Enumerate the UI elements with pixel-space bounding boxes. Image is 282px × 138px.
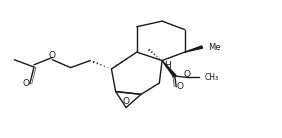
Text: CH₃: CH₃ [204, 73, 219, 82]
Text: H: H [164, 61, 171, 70]
Text: O: O [123, 97, 129, 106]
Text: O: O [176, 82, 183, 91]
Text: Me: Me [208, 43, 221, 51]
Text: O: O [23, 79, 30, 88]
Polygon shape [185, 46, 202, 52]
Text: O: O [49, 51, 56, 60]
Polygon shape [162, 61, 176, 77]
Text: O: O [183, 70, 190, 79]
